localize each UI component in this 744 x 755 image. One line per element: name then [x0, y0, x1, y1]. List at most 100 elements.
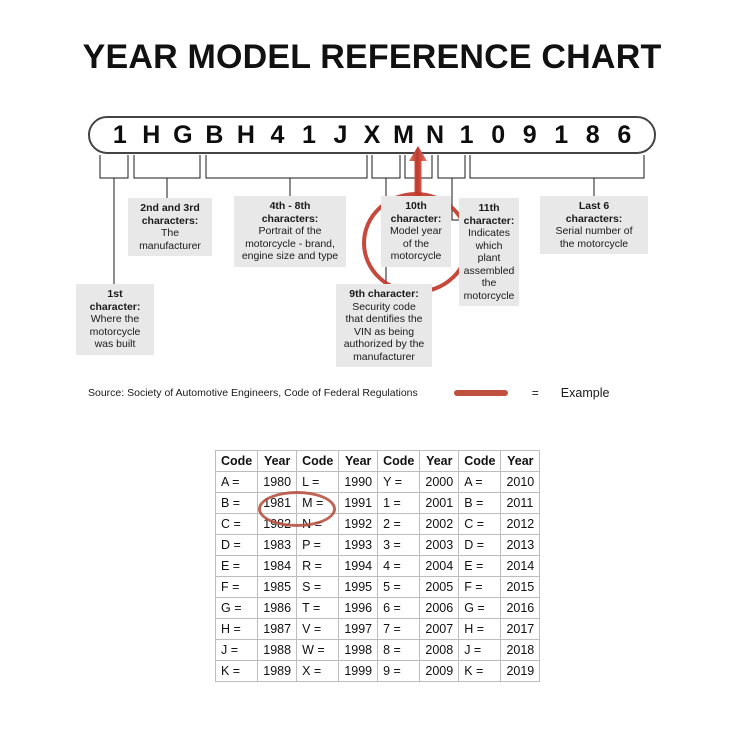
cell-code: F = [214, 576, 259, 598]
vin-char: G [173, 120, 193, 149]
callout-11th-character: 11th character: Indicates which plant as… [459, 198, 519, 306]
vin-sequence-bar: 1 H G B H 4 1 J X M N 1 0 9 1 8 6 [88, 116, 656, 154]
column-header: Year [500, 450, 541, 472]
vin-char: J [333, 120, 348, 149]
legend-red-line-swatch [453, 390, 508, 396]
legend-example-label: Example [560, 386, 610, 400]
cell-year: 1999 [338, 660, 379, 682]
callout-1st-character: 1st character: Where the motorcycle was … [76, 284, 154, 355]
callout-heading-line: 11th [478, 202, 500, 214]
table-row: B = 1981 M = 1991 1 = 2001 B = 2011 [214, 492, 541, 514]
cell-year: 1992 [338, 513, 379, 535]
cell-code: C = [214, 513, 259, 535]
vin-char: B [205, 120, 224, 149]
table-row: D = 1983 P = 1993 3 = 2003 D = 2013 [214, 534, 541, 556]
cell-code: L = [296, 471, 340, 493]
cell-year: 2007 [419, 618, 460, 640]
cell-code: E = [458, 555, 502, 577]
table-row: K = 1989 X = 1999 9 = 2009 K = 2019 [214, 660, 541, 682]
cell-code: 2 = [377, 513, 421, 535]
cell-year: 2000 [419, 471, 460, 493]
cell-year: 1980 [257, 471, 298, 493]
cell-year: 2003 [419, 534, 460, 556]
vin-char-highlighted: M [393, 120, 414, 149]
callout-heading-line: 1st [107, 288, 123, 300]
cell-year: 1981 [257, 492, 298, 514]
cell-year: 2006 [419, 597, 460, 619]
callout-body-line: The [160, 227, 180, 239]
cell-year: 2015 [500, 576, 541, 598]
cell-year: 2013 [500, 534, 541, 556]
callout-body-line: the motorcycle [559, 237, 629, 250]
cell-code: 5 = [377, 576, 421, 598]
callout-2nd-3rd-characters: 2nd and 3rd characters: The manufacturer [128, 198, 212, 256]
callout-heading-line: characters: [261, 212, 319, 225]
cell-year: 2004 [419, 555, 460, 577]
cell-code: S = [296, 576, 340, 598]
callout-heading-line: 9th character: [349, 288, 419, 300]
cell-year: 1994 [338, 555, 379, 577]
cell-code: A = [214, 471, 259, 493]
table-row: G = 1986 T = 1996 6 = 2006 G = 2016 [214, 597, 541, 619]
callout-heading-line: 4th - 8th [269, 200, 311, 212]
callout-body-line: motorcycle [463, 289, 515, 302]
cell-year: 2005 [419, 576, 460, 598]
cell-code: H = [458, 618, 502, 640]
callout-body-line: motorcycle - brand, [245, 237, 335, 250]
callout-heading-line: 2nd and 3rd [140, 202, 200, 214]
callout-body-line: VIN as being [353, 325, 415, 338]
cell-code: K = [458, 660, 502, 682]
callout-body-line: Where the [90, 313, 140, 325]
cell-code: 8 = [377, 639, 421, 661]
cell-code: Y = [377, 471, 421, 493]
callout-body-line: Security code [352, 300, 416, 313]
callout-body-line: engine size and type [241, 250, 339, 262]
column-header: Code [214, 450, 259, 472]
cell-code: 3 = [377, 534, 421, 556]
vin-char: 1 [554, 120, 569, 149]
cell-year: 1985 [257, 576, 298, 598]
cell-year: 1990 [338, 471, 379, 493]
vin-char: 4 [270, 120, 285, 149]
callout-9th-character: 9th character: Security code that dentif… [336, 284, 432, 367]
cell-year: 1991 [338, 492, 379, 514]
table-row: C = 1982 N = 1992 2 = 2002 C = 2012 [214, 513, 541, 535]
cell-code: V = [296, 618, 340, 640]
cell-year: 2001 [419, 492, 460, 514]
cell-code: B = [458, 492, 502, 514]
callout-body-line: manufacturer [139, 239, 201, 252]
vin-char: 1 [112, 120, 127, 149]
cell-code: R = [296, 555, 340, 577]
callout-heading-line: character: [89, 300, 141, 313]
legend-equals-sign: = [531, 386, 539, 400]
callout-heading-line: characters: [141, 214, 199, 227]
cell-code: K = [214, 660, 259, 682]
cell-year: 1984 [257, 555, 298, 577]
cell-year: 1982 [257, 513, 298, 535]
cell-code: T = [296, 597, 340, 619]
callout-body-line: Indicates [467, 227, 511, 239]
cell-year: 1989 [257, 660, 298, 682]
table-row: J = 1988 W = 1998 8 = 2008 J = 2018 [214, 639, 541, 661]
cell-year: 2016 [500, 597, 541, 619]
cell-code: H = [214, 618, 259, 640]
vin-char: N [426, 120, 445, 149]
source-text: Source: Society of Automotive Engineers,… [88, 387, 418, 399]
cell-year: 2012 [500, 513, 541, 535]
callout-body-line: authorized by the [343, 338, 425, 350]
cell-year: 1996 [338, 597, 379, 619]
cell-year: 2010 [500, 471, 541, 493]
callout-body-line: that dentifies the [345, 313, 423, 325]
cell-code: D = [214, 534, 259, 556]
callout-heading-line: characters: [565, 212, 623, 225]
vin-char: H [236, 120, 255, 149]
cell-year: 1998 [338, 639, 379, 661]
cell-year: 1983 [257, 534, 298, 556]
cell-code: X = [296, 660, 340, 682]
cell-year: 1988 [257, 639, 298, 661]
cell-year: 1997 [338, 618, 379, 640]
callout-body-line: Portrait of the [258, 225, 322, 237]
cell-code: E = [214, 555, 259, 577]
cell-code: 6 = [377, 597, 421, 619]
